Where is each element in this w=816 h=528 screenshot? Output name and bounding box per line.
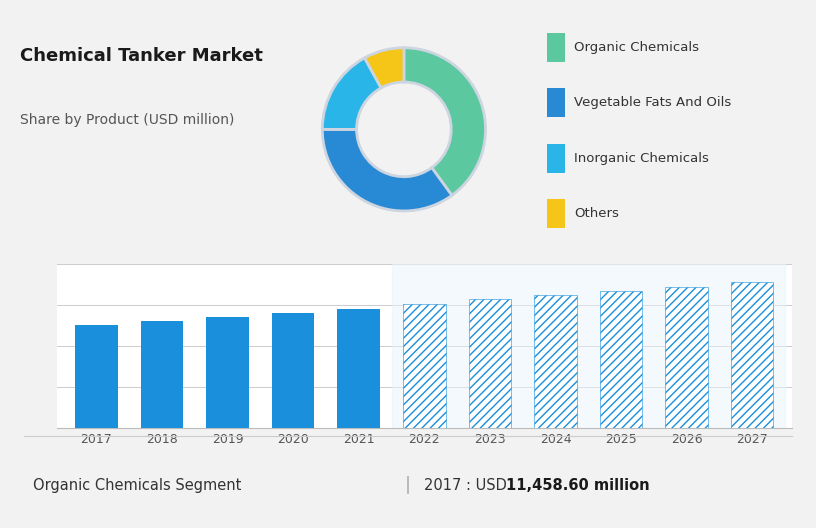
Wedge shape [404,48,486,195]
Text: Organic Chemicals Segment: Organic Chemicals Segment [33,478,241,493]
Text: 11,458.60 million: 11,458.60 million [506,478,650,493]
Bar [140,321,184,428]
Bar [731,282,774,428]
Bar [206,317,249,428]
Text: 2017 : USD: 2017 : USD [424,478,512,493]
Bar [75,325,118,428]
Bar [468,299,511,428]
Text: Chemical Tanker Market: Chemical Tanker Market [20,47,264,65]
Text: Share by Product (USD million): Share by Product (USD million) [20,112,235,127]
Bar [534,295,577,428]
Text: Organic Chemicals: Organic Chemicals [574,41,699,54]
Text: Vegetable Fats And Oils: Vegetable Fats And Oils [574,97,732,109]
Bar [338,309,380,428]
Text: |: | [405,476,411,494]
Wedge shape [322,58,381,129]
Wedge shape [365,48,404,88]
Bar [600,291,642,428]
Bar [665,287,708,428]
Text: Inorganic Chemicals: Inorganic Chemicals [574,152,709,165]
Bar [403,304,446,428]
Bar [392,264,785,428]
Bar [272,313,314,428]
Text: Others: Others [574,208,619,220]
Wedge shape [322,129,452,211]
